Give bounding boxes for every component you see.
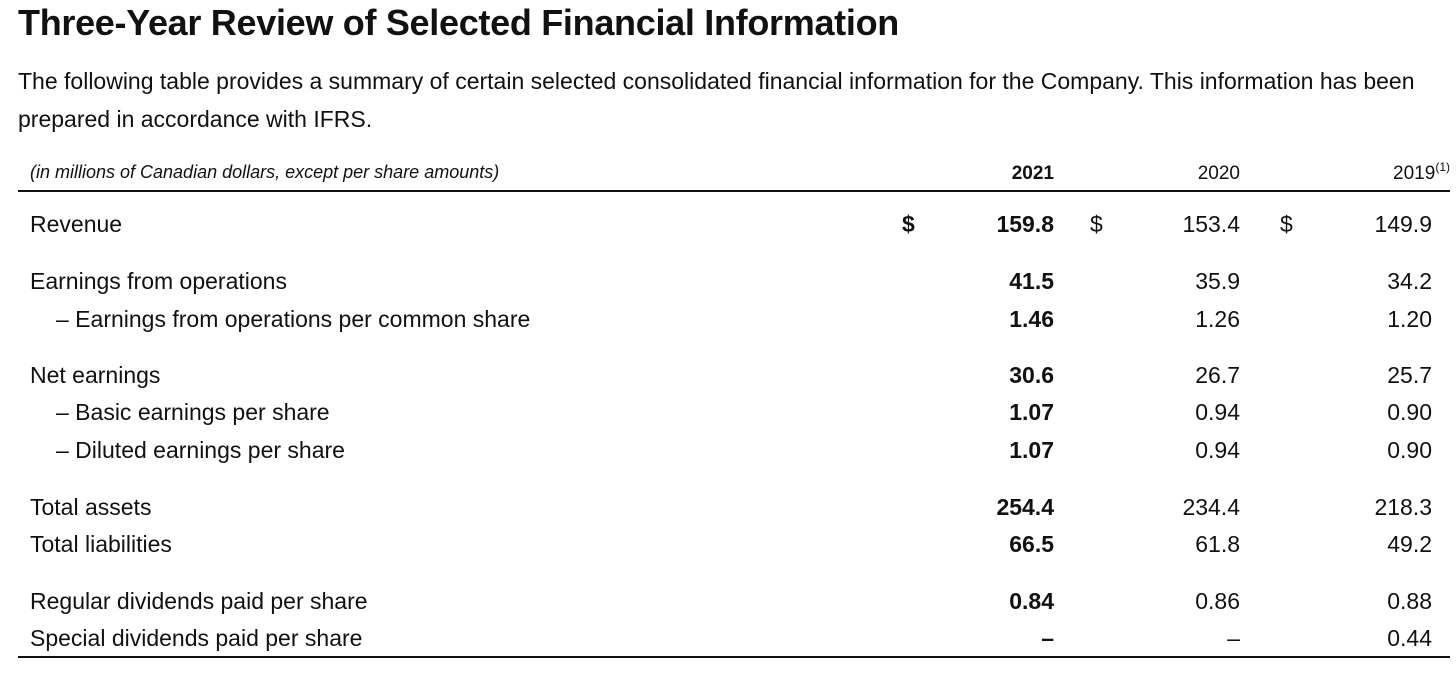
table-row-total-liabilities: Total liabilities 66.5 61.8 49.2: [18, 527, 1450, 565]
row-label: – Basic earnings per share: [56, 399, 330, 425]
row-label: Regular dividends paid per share: [30, 588, 368, 614]
value-2020: 26.7: [1195, 362, 1240, 388]
row-label: Revenue: [30, 211, 123, 237]
value-2021: –: [1041, 625, 1054, 651]
value-2020: 35.9: [1195, 268, 1240, 294]
value-2021: 1.46: [1009, 306, 1054, 332]
value-2020: 1.26: [1195, 306, 1240, 332]
table-row-revenue: Revenue $ 159.8 $ 153.4 $ 149.9: [18, 207, 1450, 245]
table-row-eps-operations: – Earnings from operations per common sh…: [18, 302, 1450, 340]
value-2021: 0.84: [1009, 588, 1054, 614]
row-label: Total assets: [30, 494, 152, 520]
value-2020: –: [1227, 625, 1240, 651]
value-2021: 30.6: [1009, 362, 1054, 388]
value-2019: 1.20: [1387, 306, 1432, 332]
value-2021: 1.07: [1009, 399, 1054, 425]
table-row-regular-dividends: Regular dividends paid per share 0.84 0.…: [18, 584, 1450, 622]
column-header-2019: 2019(1): [1393, 160, 1450, 185]
currency-symbol-2021: $: [902, 211, 915, 237]
currency-symbol-2019: $: [1280, 211, 1293, 237]
table-row-diluted-eps: – Diluted earnings per share 1.07 0.94 0…: [18, 433, 1450, 471]
table-header-row: (in millions of Canadian dollars, except…: [18, 160, 1450, 192]
value-2020: 0.86: [1195, 588, 1240, 614]
value-2019: 0.44: [1387, 625, 1432, 651]
value-2019: 0.90: [1387, 399, 1432, 425]
value-2019: 149.9: [1374, 211, 1432, 237]
row-label: Special dividends paid per share: [30, 625, 363, 651]
value-2019: 34.2: [1387, 268, 1432, 294]
table-row-net-earnings: Net earnings 30.6 26.7 25.7: [18, 358, 1450, 396]
column-header-2021: 2021: [1011, 163, 1054, 184]
column-header-2019-year: 2019: [1393, 163, 1436, 184]
column-header-2020: 2020: [1197, 163, 1240, 184]
table-row-earnings-from-operations: Earnings from operations 41.5 35.9 34.2: [18, 264, 1450, 302]
table-row-special-dividends: Special dividends paid per share – – 0.4…: [18, 621, 1450, 659]
table-row-basic-eps: – Basic earnings per share 1.07 0.94 0.9…: [18, 395, 1450, 433]
value-2021: 159.8: [996, 211, 1054, 237]
value-2020: 0.94: [1195, 437, 1240, 463]
footnote-marker: (1): [1435, 160, 1450, 174]
row-label: – Earnings from operations per common sh…: [56, 306, 531, 332]
value-2019: 49.2: [1387, 531, 1432, 557]
value-2019: 218.3: [1374, 494, 1432, 520]
value-2020: 234.4: [1182, 494, 1240, 520]
value-2019: 0.90: [1387, 437, 1432, 463]
value-2021: 66.5: [1009, 531, 1054, 557]
value-2020: 153.4: [1182, 211, 1240, 237]
row-label: Total liabilities: [30, 531, 172, 557]
value-2021: 41.5: [1009, 268, 1054, 294]
row-label: Earnings from operations: [30, 268, 287, 294]
currency-symbol-2020: $: [1090, 211, 1103, 237]
units-note: (in millions of Canadian dollars, except…: [30, 162, 500, 182]
page-title: Three-Year Review of Selected Financial …: [18, 2, 899, 43]
value-2021: 254.4: [996, 494, 1054, 520]
value-2019: 25.7: [1387, 362, 1432, 388]
value-2020: 61.8: [1195, 531, 1240, 557]
value-2021: 1.07: [1009, 437, 1054, 463]
value-2020: 0.94: [1195, 399, 1240, 425]
row-label: Net earnings: [30, 362, 161, 388]
intro-paragraph: The following table provides a summary o…: [18, 68, 1415, 132]
value-2019: 0.88: [1387, 588, 1432, 614]
table-row-total-assets: Total assets 254.4 234.4 218.3: [18, 490, 1450, 528]
row-label: – Diluted earnings per share: [56, 437, 345, 463]
table-bottom-rule: [18, 656, 1450, 658]
